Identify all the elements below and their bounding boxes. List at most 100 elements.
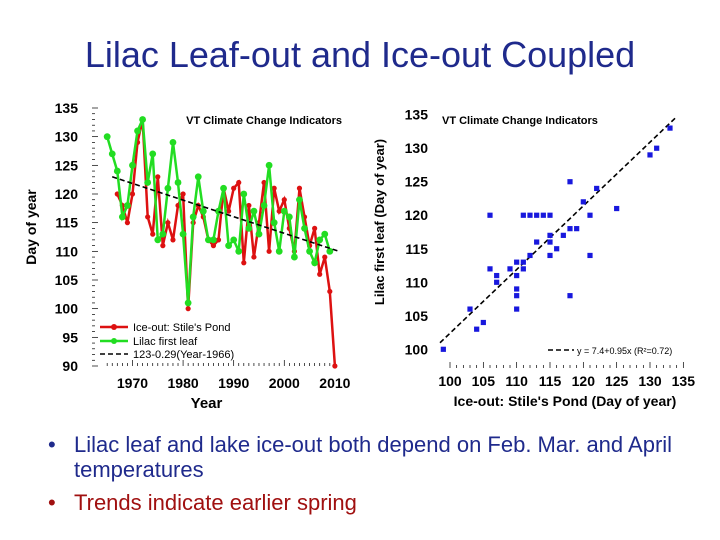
- scatter-point: [587, 252, 593, 259]
- data-point: [240, 190, 248, 198]
- bullet-dot-icon: •: [48, 490, 56, 515]
- chart-title: VT Climate Change Indicators: [186, 115, 342, 127]
- data-point: [149, 150, 157, 158]
- scatter-point: [527, 252, 533, 259]
- y-tick-label: 135: [55, 100, 79, 116]
- data-point: [145, 214, 151, 220]
- data-point: [154, 236, 162, 244]
- y-tick-label: 115: [405, 241, 428, 257]
- chart-title: VT Climate Change Indicators: [442, 115, 598, 127]
- data-point: [291, 253, 298, 261]
- bullet-text: Lilac leaf and lake ice-out both depend …: [74, 432, 673, 482]
- scatter-point: [547, 232, 553, 238]
- scatter-point: [480, 319, 486, 326]
- data-point: [236, 179, 242, 186]
- scatter-point: [487, 266, 493, 272]
- data-point: [317, 271, 323, 277]
- data-point: [230, 236, 238, 244]
- scatter-point: [514, 306, 520, 312]
- scatter-point: [514, 272, 520, 279]
- data-point: [118, 213, 126, 221]
- y-tick-label: 100: [55, 301, 79, 317]
- timeseries-chart: 90 95 100 105 110 115 120 125 130 135 1970 1980 1990…: [23, 100, 351, 412]
- fit-line: [439, 116, 678, 344]
- data-point: [155, 174, 161, 180]
- y-tick-label: 110: [405, 274, 428, 290]
- scatter-point: [514, 286, 520, 292]
- bullet-text: Trends indicate earlier spring: [74, 490, 357, 515]
- x-tick-label: 1990: [218, 375, 249, 391]
- legend-label: Ice-out: Stile's Pond: [133, 322, 231, 334]
- data-point: [322, 254, 328, 260]
- data-point: [276, 208, 282, 214]
- scatter-point: [467, 306, 473, 312]
- data-point: [204, 236, 212, 244]
- data-point: [231, 185, 237, 191]
- fit-equation-label: y = 7.4+0.95x (R²=0.72): [577, 346, 672, 356]
- data-point: [285, 213, 293, 221]
- data-point: [296, 185, 303, 191]
- data-point: [246, 202, 252, 209]
- scatter-point: [574, 226, 580, 232]
- data-point: [139, 116, 147, 123]
- data-point: [124, 202, 131, 209]
- y-tick-label: 105: [405, 308, 429, 324]
- scatter-point: [614, 205, 620, 212]
- y-tick-label: 95: [62, 329, 78, 345]
- data-point: [332, 363, 338, 369]
- data-point: [301, 225, 308, 232]
- scatter-point: [667, 125, 673, 131]
- data-point: [184, 299, 192, 307]
- data-point: [164, 184, 172, 192]
- data-point: [327, 288, 333, 295]
- scatter-point: [547, 239, 553, 245]
- scatter-point: [594, 185, 600, 192]
- data-point: [226, 208, 232, 214]
- data-point: [150, 231, 156, 237]
- data-point: [312, 225, 318, 231]
- data-point: [159, 230, 167, 238]
- data-point: [103, 133, 111, 141]
- data-point: [245, 225, 253, 232]
- legend-marker: [111, 324, 117, 330]
- scatter-point: [494, 272, 500, 279]
- data-point: [251, 254, 257, 260]
- scatter-point: [560, 232, 566, 238]
- scatter-point: [494, 279, 500, 285]
- data-point: [113, 167, 121, 175]
- data-point: [250, 207, 258, 215]
- scatter-point: [547, 212, 553, 218]
- data-point: [199, 207, 207, 215]
- scatter-point: [567, 226, 573, 232]
- scatter-point: [514, 259, 520, 265]
- scatter-point: [520, 212, 526, 218]
- data-point: [160, 243, 166, 249]
- y-tick-label: 120: [55, 186, 79, 202]
- data-point: [220, 184, 227, 192]
- scatter-point: [534, 239, 540, 245]
- data-point: [189, 213, 197, 221]
- data-point: [306, 247, 313, 255]
- x-tick-label: 125: [605, 373, 629, 389]
- scatter-chart: 100 105 110 115 120 125 130 135 100 105 110 115 120 1…: [372, 107, 695, 409]
- legend-label: Lilac first leaf: [133, 336, 198, 348]
- scatter-point: [440, 346, 446, 352]
- y-tick-label: 105: [55, 272, 79, 288]
- scatter-point: [547, 252, 553, 259]
- scatter-point: [587, 212, 593, 218]
- data-point: [275, 247, 283, 255]
- data-point: [280, 207, 288, 215]
- x-tick-label: 2010: [319, 375, 350, 391]
- scatter-point: [567, 179, 573, 185]
- scatter-point: [554, 246, 560, 252]
- data-point: [260, 202, 268, 209]
- data-point: [134, 127, 141, 135]
- scatter-point: [534, 212, 540, 218]
- x-tick-label: 100: [438, 373, 462, 389]
- data-point: [215, 237, 222, 243]
- data-point: [108, 150, 116, 158]
- data-point: [210, 236, 217, 244]
- scatter-point: [580, 199, 586, 205]
- scatter-point: [507, 266, 513, 272]
- y-axis-label: Day of year: [23, 189, 39, 265]
